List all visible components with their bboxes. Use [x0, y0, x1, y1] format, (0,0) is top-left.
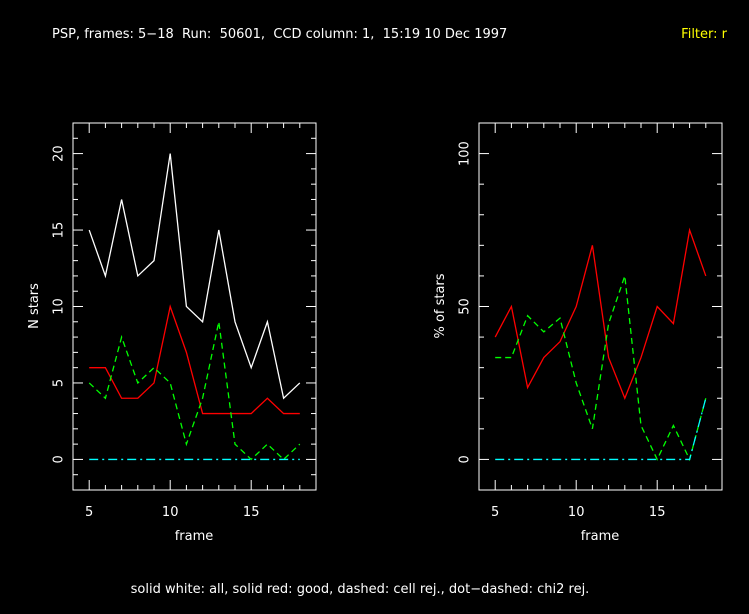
left-y-tick-label: 10: [52, 298, 67, 315]
right-x-tick-label: 15: [649, 505, 666, 520]
left-x-axis-label: frame: [175, 529, 214, 544]
left-x-tick-label: 10: [162, 505, 179, 520]
legend-caption: solid white: all, solid red: good, dashe…: [131, 582, 590, 597]
right-ticks: [478, 122, 723, 491]
left-series-cell-rej: [88, 321, 301, 461]
right-x-tick-label: 5: [491, 505, 499, 520]
left-y-tick-label: 0: [52, 455, 67, 463]
right-x-axis-label: frame: [581, 529, 620, 544]
right-y-tick-label: 50: [458, 298, 473, 315]
left-series-all: [88, 153, 301, 400]
header-title: PSP, frames: 5−18 Run: 50601, CCD column…: [52, 27, 507, 42]
right-series-chi2-rej: [495, 398, 707, 461]
left-tick-labels: 5 10 15 0 5 10 15 20: [52, 145, 260, 520]
right-x-tick-label: 10: [568, 505, 585, 520]
right-y-tick-label: 100: [458, 141, 473, 166]
left-x-tick-label: 5: [85, 505, 93, 520]
left-ticks: [72, 122, 317, 491]
right-panel-percent-stars: 5 10 15 0 50 100 frame % of stars: [433, 122, 723, 544]
right-series-cell-rej: [495, 275, 707, 462]
left-y-tick-label: 5: [52, 379, 67, 387]
left-y-tick-label: 20: [52, 145, 67, 162]
left-series: [88, 153, 301, 461]
right-series-good: [494, 227, 707, 401]
left-series-good: [89, 304, 300, 415]
right-y-tick-label: 0: [458, 455, 473, 463]
left-panel-n-stars: 5 10 15 0 5 10 15 20 frame N stars: [27, 122, 317, 544]
filter-label: Filter: r: [681, 27, 727, 42]
left-y-tick-label: 15: [52, 222, 67, 239]
left-y-axis-label: N stars: [27, 283, 42, 329]
right-y-axis-label: % of stars: [433, 273, 448, 338]
right-tick-labels: 5 10 15 0 50 100: [458, 141, 666, 520]
left-x-tick-label: 15: [243, 505, 260, 520]
right-series: [494, 227, 707, 462]
